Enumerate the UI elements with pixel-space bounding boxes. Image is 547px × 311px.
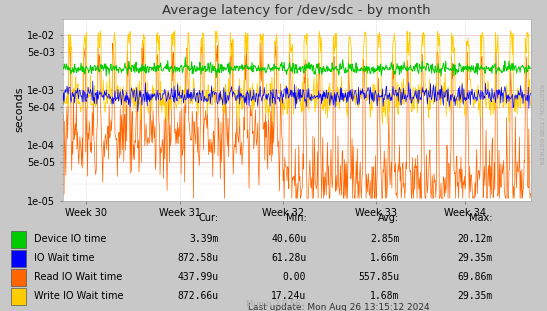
Text: 1.66m: 1.66m xyxy=(370,253,399,263)
Text: Device IO time: Device IO time xyxy=(34,234,107,244)
Text: 2.85m: 2.85m xyxy=(370,234,399,244)
Text: Last update: Mon Aug 26 13:15:12 2024: Last update: Mon Aug 26 13:15:12 2024 xyxy=(248,303,430,311)
Text: 29.35m: 29.35m xyxy=(457,291,492,301)
Text: Write IO Wait time: Write IO Wait time xyxy=(34,291,124,301)
Text: Cur:: Cur: xyxy=(199,213,219,223)
Text: 872.58u: 872.58u xyxy=(178,253,219,263)
Title: Average latency for /dev/sdc - by month: Average latency for /dev/sdc - by month xyxy=(162,4,431,17)
Text: 17.24u: 17.24u xyxy=(271,291,306,301)
Text: Avg:: Avg: xyxy=(378,213,399,223)
Text: Read IO Wait time: Read IO Wait time xyxy=(34,272,123,282)
Text: 29.35m: 29.35m xyxy=(457,253,492,263)
Text: Munin 2.0.56: Munin 2.0.56 xyxy=(246,300,301,309)
Bar xyxy=(11,269,26,285)
Text: 69.86m: 69.86m xyxy=(457,272,492,282)
Bar xyxy=(11,288,26,305)
Text: 40.60u: 40.60u xyxy=(271,234,306,244)
Text: 557.85u: 557.85u xyxy=(358,272,399,282)
Text: Min:: Min: xyxy=(286,213,306,223)
Text: IO Wait time: IO Wait time xyxy=(34,253,95,263)
Text: RRDTOOL / TOBI OETIKER: RRDTOOL / TOBI OETIKER xyxy=(538,84,543,165)
Text: Max:: Max: xyxy=(469,213,492,223)
Text: 1.68m: 1.68m xyxy=(370,291,399,301)
Bar xyxy=(11,250,26,267)
Text: 20.12m: 20.12m xyxy=(457,234,492,244)
Text: 0.00: 0.00 xyxy=(283,272,306,282)
Text: 61.28u: 61.28u xyxy=(271,253,306,263)
Text: 872.66u: 872.66u xyxy=(178,291,219,301)
Text: 437.99u: 437.99u xyxy=(178,272,219,282)
Text: 3.39m: 3.39m xyxy=(189,234,219,244)
Y-axis label: seconds: seconds xyxy=(14,87,25,132)
Bar xyxy=(11,231,26,248)
